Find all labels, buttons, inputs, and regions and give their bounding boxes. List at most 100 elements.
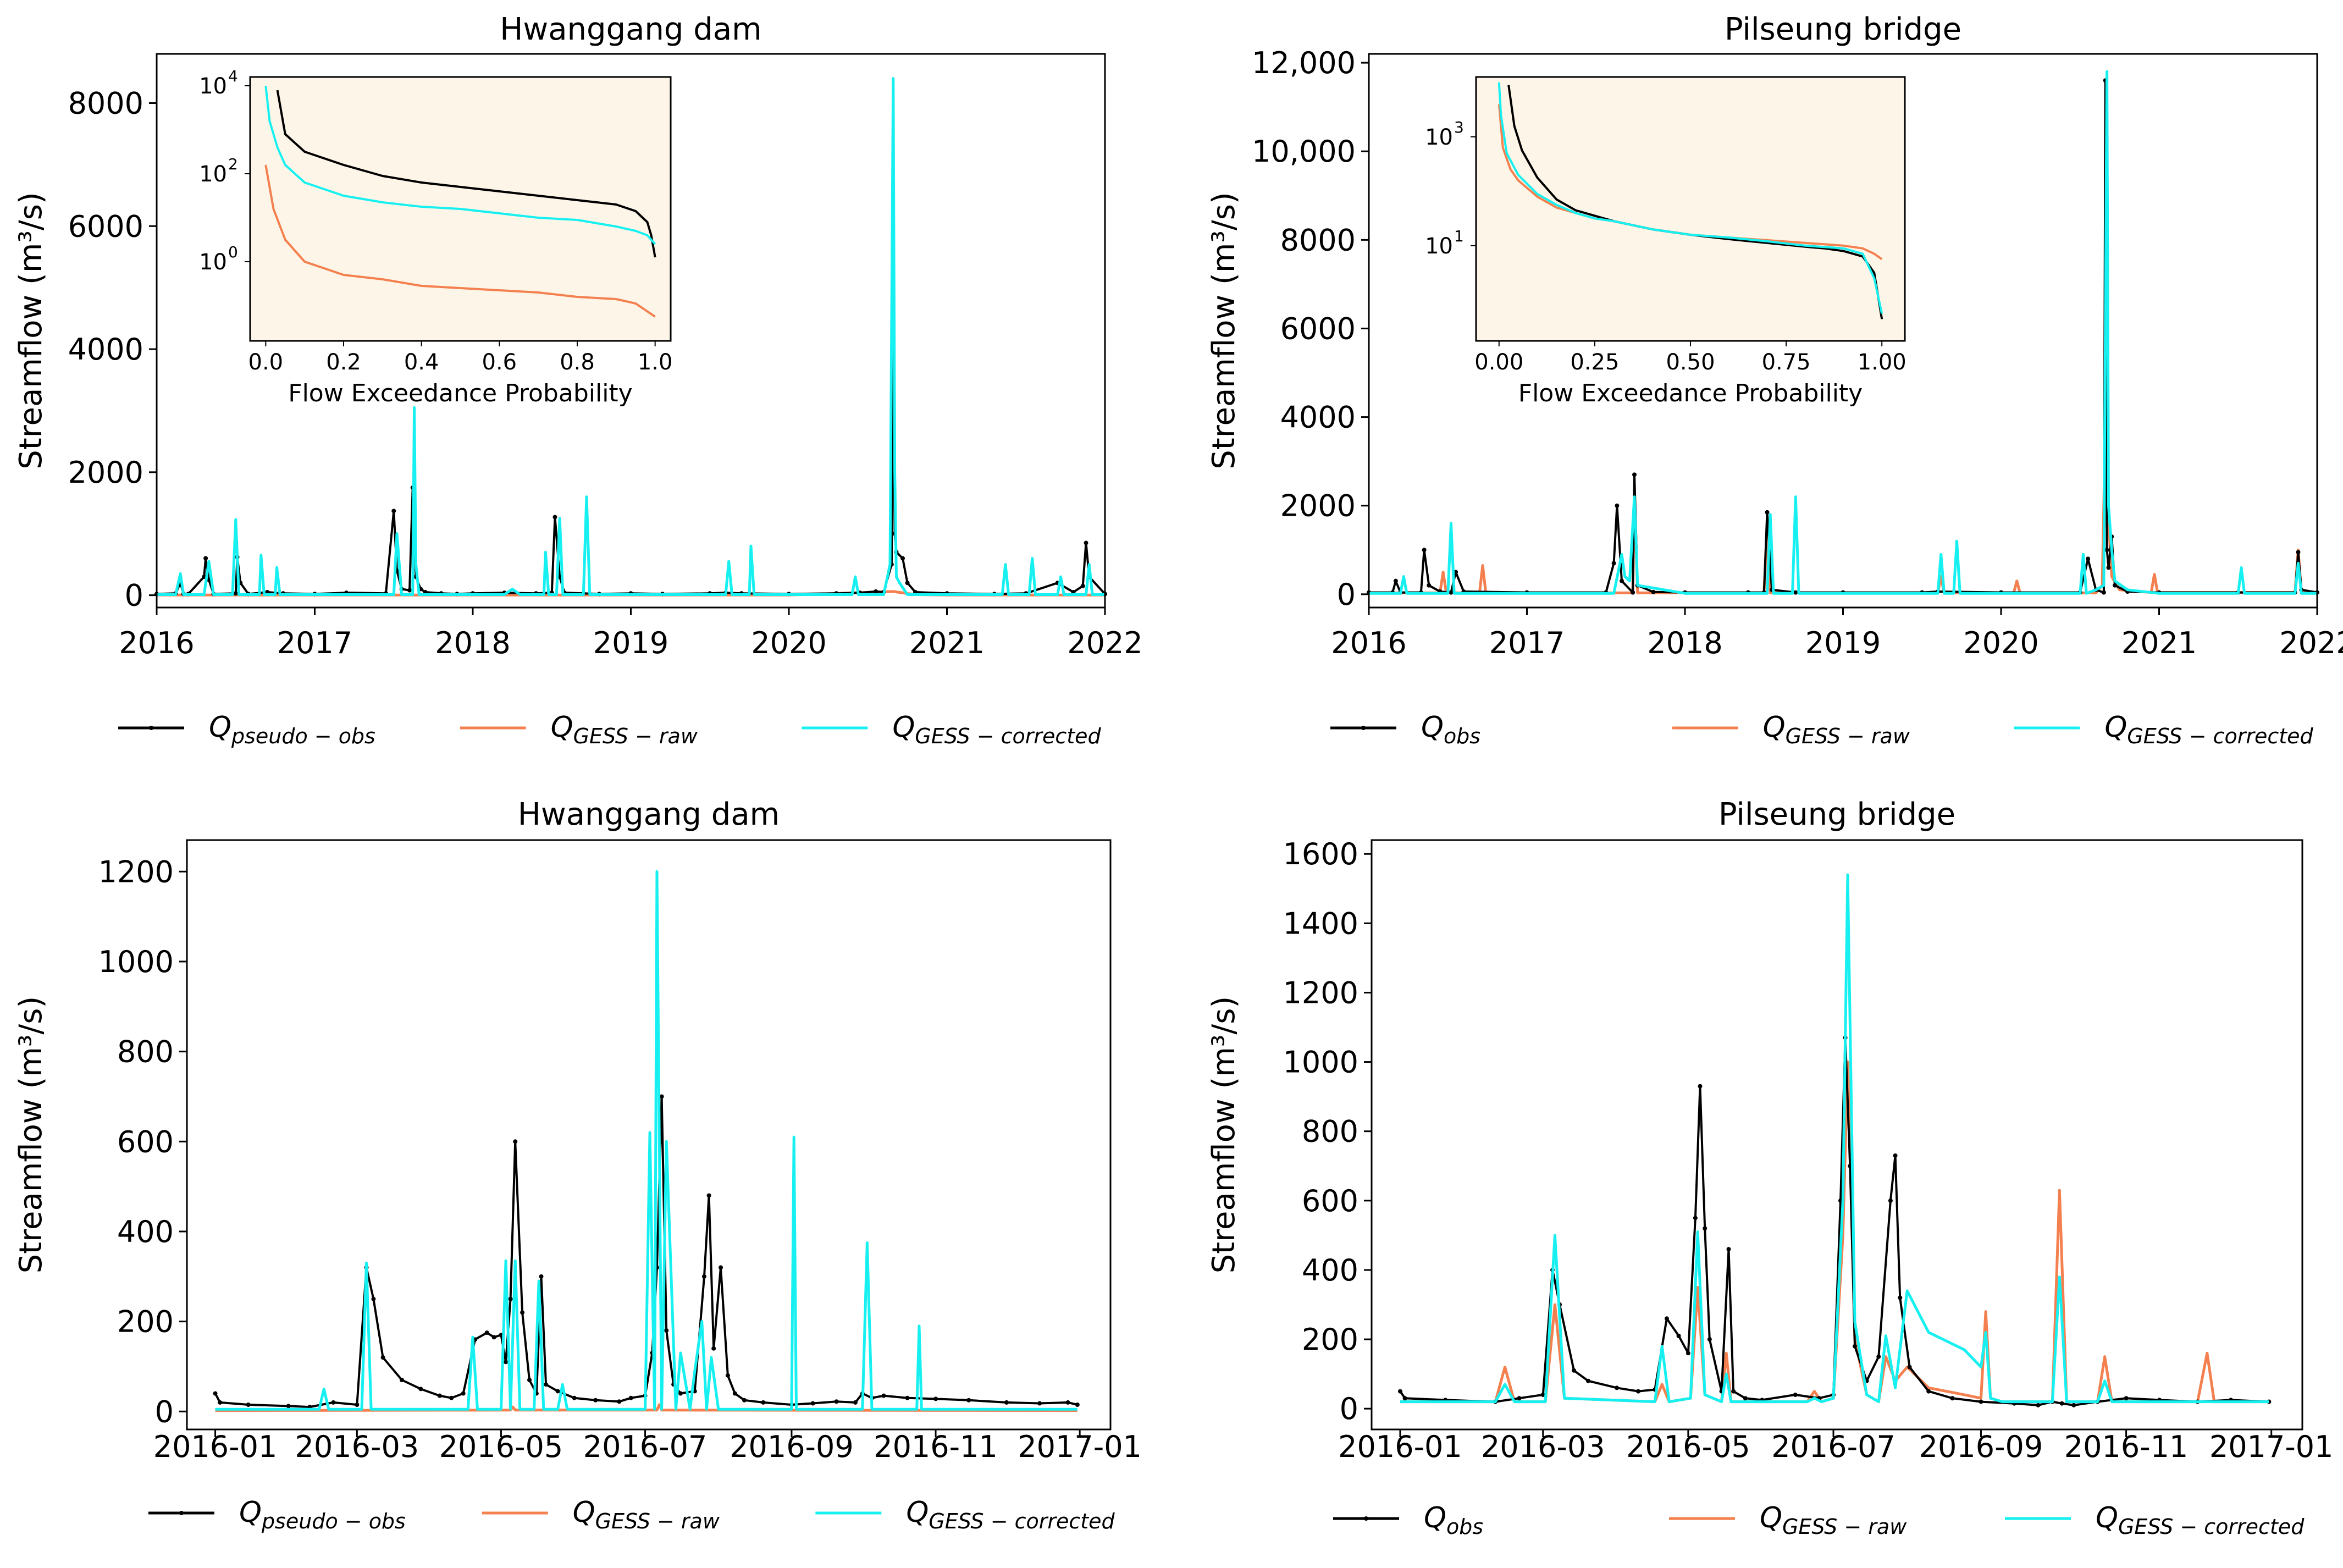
series-point-obs xyxy=(834,1399,839,1404)
series-point-obs xyxy=(527,1377,532,1382)
inset-chart: 0.00 0.25 0.50 0.75 1.00 Flow Exceedance Prob… xyxy=(1425,76,1907,407)
y-tick-label: 600 xyxy=(117,1124,174,1159)
series-point-obs xyxy=(552,515,557,520)
inset-x-tick-label: 0.25 xyxy=(1570,350,1619,375)
series-point-obs xyxy=(572,1395,577,1400)
series-point-obs xyxy=(1454,570,1458,575)
series-point-obs xyxy=(2124,1396,2129,1401)
y-tick-label: 1400 xyxy=(1283,906,1358,941)
inset-x-tick-label: 1.00 xyxy=(1858,350,1907,375)
series-point-obs xyxy=(1427,583,1432,588)
y-axis-label: Streamflow (m³/s) xyxy=(1206,192,1242,470)
series-line-corrected xyxy=(1369,70,2317,595)
x-tick-label: 2016-05 xyxy=(439,1429,563,1464)
y-axis-label: Streamflow (m³/s) xyxy=(1206,996,1242,1274)
chart-title: Pilseung bridge xyxy=(1718,797,1955,832)
legend-label-subscript: GESS − corrected xyxy=(2127,724,2313,748)
inset-x-tick-label: 0.6 xyxy=(482,350,517,375)
series-line-obs xyxy=(1399,1036,2269,1406)
chart-title: Hwanggang dam xyxy=(518,797,780,832)
series-point-obs xyxy=(1676,1333,1681,1338)
y-tick-label: 800 xyxy=(1302,1114,1358,1149)
series-point-obs xyxy=(520,1310,525,1315)
series-point-obs xyxy=(810,1401,815,1406)
series-point-obs xyxy=(1686,1351,1690,1356)
series-point-obs xyxy=(437,1393,442,1398)
x-tick-label: 2018 xyxy=(435,626,510,660)
series-point-obs xyxy=(2101,590,2106,595)
y-tick-label: 0 xyxy=(1337,577,1356,612)
inset-background xyxy=(1476,77,1905,341)
series-point-obs xyxy=(1065,1400,1070,1405)
legend-label-subscript: obs xyxy=(1444,724,1480,748)
y-tick-label: 0 xyxy=(1340,1392,1358,1426)
series-point-obs xyxy=(484,1330,489,1335)
legend-label-corrected: QGESS − corrected xyxy=(892,711,1101,748)
x-tick-label: 2017 xyxy=(277,626,352,660)
series-point-obs xyxy=(371,1296,376,1301)
series-point-obs xyxy=(678,1391,683,1396)
series-point-obs xyxy=(1615,503,1620,508)
x-tick-label: 2020 xyxy=(751,626,826,660)
series-point-obs xyxy=(449,1395,454,1400)
series-point-obs xyxy=(1517,1396,1522,1401)
y-tick-label: 1600 xyxy=(1283,837,1358,871)
series-point-obs xyxy=(544,1382,549,1387)
series-point-obs xyxy=(2104,548,2109,553)
y-tick-label: 800 xyxy=(117,1035,174,1069)
series-point-obs xyxy=(1979,1399,1983,1404)
inset-line-raw xyxy=(264,164,656,318)
series-point-obs xyxy=(1572,1368,1577,1373)
series-point-obs xyxy=(1540,1392,1545,1397)
y-tick-label: 8000 xyxy=(68,86,143,121)
series-point-obs xyxy=(2036,1403,2041,1407)
legend-swatch-marker xyxy=(1364,1516,1368,1521)
series-point-obs xyxy=(555,1389,560,1394)
series-point-obs xyxy=(966,1398,971,1403)
series-line-raw xyxy=(1369,424,2318,594)
series-point-obs xyxy=(2106,565,2111,570)
inset-x-tick-label: 1.0 xyxy=(638,350,673,375)
inset-x-tick-label: 0.75 xyxy=(1762,350,1811,375)
plot-frame xyxy=(1368,53,2318,609)
series-point-obs xyxy=(881,1393,886,1398)
inset-x-tick-label: 0.8 xyxy=(560,350,595,375)
series-point-obs xyxy=(461,1391,466,1396)
y-tick-label: 200 xyxy=(117,1305,174,1339)
series-point-obs xyxy=(1698,1084,1703,1089)
series-point-obs xyxy=(1004,1400,1009,1405)
series-point-obs xyxy=(711,1346,716,1351)
series-line-corrected xyxy=(157,77,1105,596)
series-point-obs xyxy=(2296,550,2301,555)
series-point-obs xyxy=(593,1398,598,1403)
series-point-obs xyxy=(286,1404,291,1409)
series-point-obs xyxy=(1664,1316,1669,1321)
series-point-obs xyxy=(418,1387,423,1392)
chart-panel-p3: Hwanggang dam 0 200 400 600 800 1000 1200 2016-0… xyxy=(13,797,1142,1533)
series-point-obs xyxy=(732,1391,737,1396)
inset-y-tick-label: 10 xyxy=(199,250,227,275)
series-point-obs xyxy=(1402,1396,1407,1401)
series-point-obs xyxy=(905,1395,910,1400)
legend-label-subscript: pseudo − obs xyxy=(261,1509,406,1533)
y-tick-label: 1200 xyxy=(98,854,174,889)
y-tick-label: 8000 xyxy=(1280,223,1356,257)
series-point-obs xyxy=(1765,510,1770,515)
series-point-obs xyxy=(203,556,208,561)
y-tick-label: 4000 xyxy=(1280,400,1356,435)
legend-label-subscript: GESS − raw xyxy=(1782,1515,1907,1539)
inset-line-corrected xyxy=(264,85,656,245)
x-tick-label: 2016-03 xyxy=(1481,1429,1605,1464)
inset-y-tick-exponent: 4 xyxy=(228,67,238,85)
inset-x-axis-label: Flow Exceedance Probability xyxy=(1518,379,1863,407)
inset-x-tick-label: 0.2 xyxy=(326,350,361,375)
series-line-obs xyxy=(214,1095,1078,1409)
inset-line-corrected xyxy=(1497,82,1883,314)
series-point-obs xyxy=(874,589,878,594)
series-point-obs xyxy=(391,509,396,514)
series-point-obs xyxy=(491,1335,496,1340)
x-tick-label: 2022 xyxy=(2279,626,2343,660)
inset-line-obs xyxy=(276,90,656,258)
legend-label-obs: Qpseudo − obs xyxy=(209,711,375,748)
